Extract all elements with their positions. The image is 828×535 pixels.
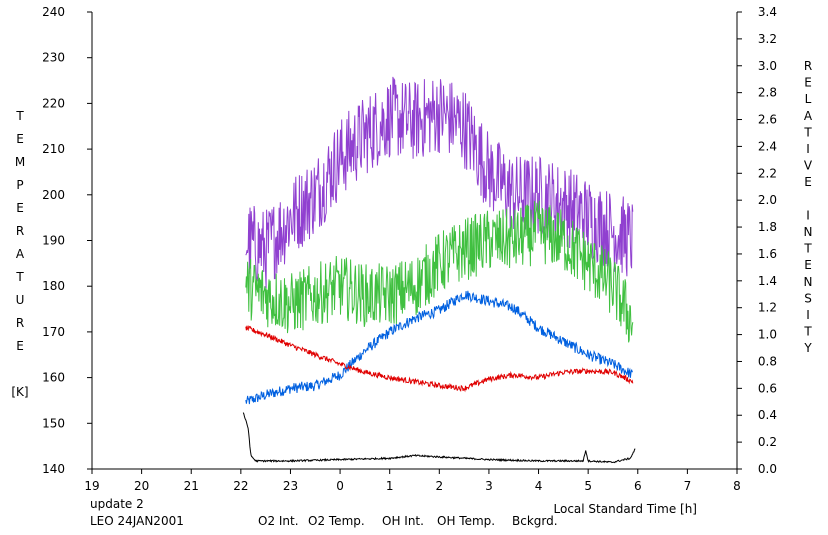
x-tick-label: 4	[535, 479, 543, 493]
station-date-label: LEO 24JAN2001	[90, 514, 184, 528]
x-axis-title: Local Standard Time [h]	[554, 502, 697, 516]
y-right-tick-label: 0.6	[758, 381, 777, 395]
y-right-tick-label: 0.8	[758, 354, 777, 368]
y-left-label-char: E	[16, 132, 24, 146]
y-right-label-char: N	[804, 275, 813, 289]
y-right-tick-label: 3.2	[758, 32, 777, 46]
y-right-tick-label: 2.4	[758, 139, 777, 153]
y-right-label-char: S	[804, 291, 812, 305]
x-tick-label: 20	[134, 479, 149, 493]
y-left-tick-label: 210	[42, 142, 65, 156]
y-left-label-char: T	[15, 109, 24, 123]
y-right-label-char: L	[805, 92, 812, 106]
y-left-label-char: R	[16, 316, 24, 330]
series-line	[242, 412, 636, 464]
y-right-tick-label: 2.8	[758, 86, 777, 100]
legend-item: O2 Temp.	[308, 514, 365, 528]
y-right-label-char: Y	[803, 341, 812, 355]
x-tick-label: 21	[184, 479, 199, 493]
y-left-label-char: M	[15, 155, 25, 169]
y-right-label-char: E	[804, 76, 812, 90]
y-right-tick-label: 1.8	[758, 220, 777, 234]
y-right-tick-label: 2.2	[758, 166, 777, 180]
y-right-tick-label: 1.4	[758, 274, 777, 288]
y-left-label-char: U	[16, 293, 25, 307]
y-left-tick-label: 180	[42, 279, 65, 293]
y-left-label-char: E	[16, 339, 24, 353]
update-label: update 2	[90, 497, 144, 511]
y-left-label-char: R	[16, 224, 24, 238]
y-left-label-char: P	[16, 178, 23, 192]
x-tick-label: 8	[733, 479, 741, 493]
y-left-tick-label: 240	[42, 5, 65, 19]
y-right-tick-label: 0.0	[758, 462, 777, 476]
y-right-tick-label: 2.0	[758, 193, 777, 207]
y-right-label-char: I	[806, 208, 810, 222]
y-right-label-char: T	[803, 125, 812, 139]
y-left-tick-label: 150	[42, 416, 65, 430]
y-right-label-char: A	[804, 109, 813, 123]
y-right-label-char: I	[806, 308, 810, 322]
y-right-tick-label: 1.0	[758, 328, 777, 342]
legend-item: OH Int.	[382, 514, 424, 528]
x-tick-label: 0	[336, 479, 344, 493]
y-right-tick-label: 1.6	[758, 247, 777, 261]
y-right-tick-label: 0.4	[758, 408, 777, 422]
y-left-tick-label: 220	[42, 96, 65, 110]
y-left-label-char: T	[15, 270, 24, 284]
y-left-label-char: [K]	[11, 385, 28, 399]
y-right-label-char: E	[804, 258, 812, 272]
legend-item: O2 Int.	[258, 514, 299, 528]
y-left-tick-label: 200	[42, 188, 65, 202]
x-tick-label: 23	[283, 479, 298, 493]
x-tick-label: 22	[233, 479, 248, 493]
y-right-label-char: E	[804, 175, 812, 189]
y-right-label-char: I	[806, 142, 810, 156]
y-left-tick-label: 160	[42, 371, 65, 385]
y-right-tick-label: 3.0	[758, 59, 777, 73]
y-left-tick-label: 230	[42, 51, 65, 65]
y-left-label-char: E	[16, 201, 24, 215]
y-right-label-char: T	[803, 242, 812, 256]
legend-item: Bckgrd.	[512, 514, 558, 528]
y-left-label-char: A	[16, 247, 25, 261]
y-right-tick-label: 1.2	[758, 301, 777, 315]
x-tick-label: 1	[386, 479, 394, 493]
y-left-tick-label: 140	[42, 462, 65, 476]
x-tick-label: 6	[634, 479, 642, 493]
series-line	[245, 76, 634, 289]
x-tick-label: 5	[584, 479, 592, 493]
y-right-label-char: V	[804, 159, 813, 173]
y-right-tick-label: 0.2	[758, 435, 777, 449]
y-left-tick-label: 190	[42, 234, 65, 248]
series-line	[245, 325, 634, 393]
y-right-label-char: N	[804, 225, 813, 239]
x-tick-label: 7	[684, 479, 692, 493]
x-tick-label: 2	[435, 479, 443, 493]
y-right-label-char: R	[804, 59, 812, 73]
y-right-label-char: T	[803, 325, 812, 339]
x-tick-label: 3	[485, 479, 493, 493]
series-line	[245, 290, 633, 405]
y-right-tick-label: 2.6	[758, 113, 777, 127]
series-line	[245, 200, 634, 343]
legend-item: OH Temp.	[437, 514, 495, 528]
y-right-tick-label: 3.4	[758, 5, 777, 19]
y-left-tick-label: 170	[42, 325, 65, 339]
x-tick-label: 19	[84, 479, 99, 493]
